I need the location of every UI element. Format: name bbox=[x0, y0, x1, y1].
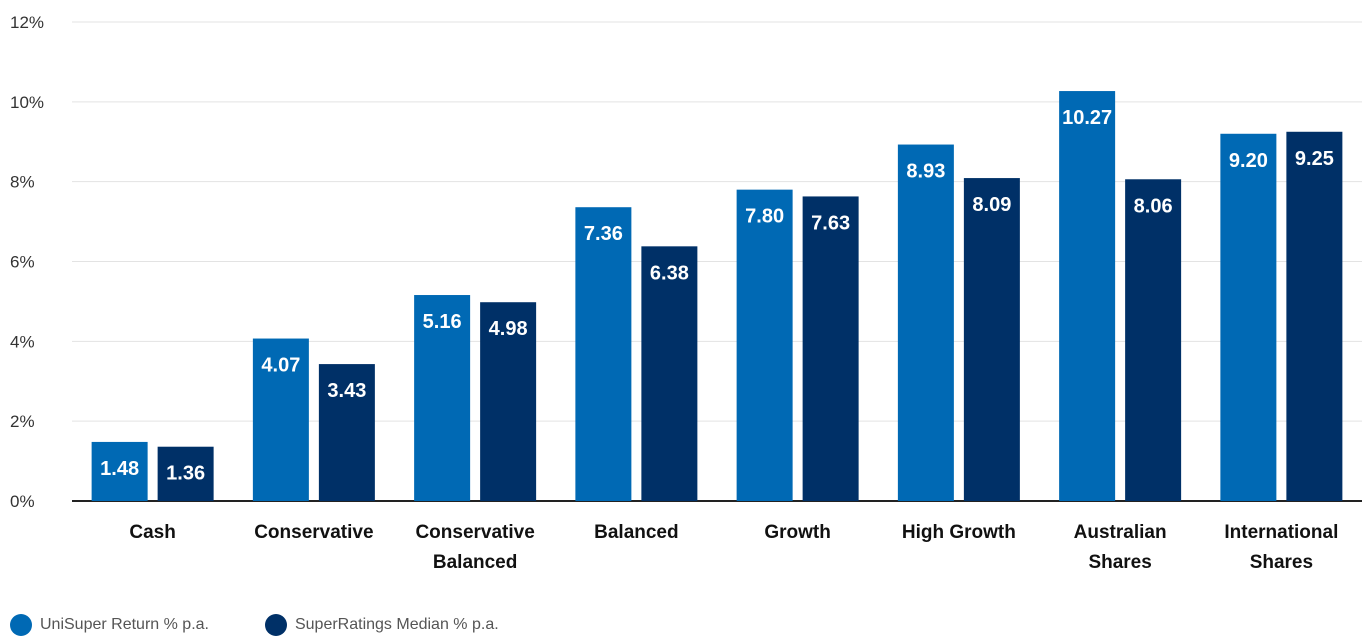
data-label: 7.36 bbox=[584, 223, 623, 245]
data-label: 9.25 bbox=[1295, 148, 1334, 170]
bar-superratings[interactable] bbox=[318, 364, 375, 501]
bar-superratings[interactable] bbox=[963, 178, 1020, 502]
bar-superratings[interactable] bbox=[641, 246, 698, 501]
legend-label-unisuper: UniSuper Return % p.a. bbox=[40, 616, 209, 633]
y-tick-label: 8% bbox=[10, 173, 35, 192]
data-label: 1.36 bbox=[166, 463, 205, 485]
category-label: High Growth bbox=[902, 522, 1016, 543]
bar-superratings[interactable] bbox=[157, 446, 214, 501]
y-tick-label: 6% bbox=[10, 253, 35, 272]
bar-superratings[interactable] bbox=[1286, 131, 1343, 502]
data-label: 9.20 bbox=[1229, 150, 1268, 172]
bar-unisuper[interactable] bbox=[1220, 133, 1277, 501]
y-tick-label: 10% bbox=[10, 93, 44, 112]
data-label: 3.43 bbox=[327, 380, 366, 402]
bar-unisuper[interactable] bbox=[252, 338, 309, 501]
bar-unisuper[interactable] bbox=[575, 207, 632, 502]
y-tick-label: 2% bbox=[10, 412, 35, 431]
category-label: Shares bbox=[1088, 552, 1151, 573]
bar-unisuper[interactable] bbox=[897, 144, 954, 501]
category-label: Conservative bbox=[415, 522, 534, 543]
data-label: 4.07 bbox=[261, 355, 300, 377]
bar-unisuper[interactable] bbox=[736, 189, 793, 501]
bars bbox=[91, 91, 1343, 502]
bar-superratings[interactable] bbox=[802, 196, 859, 501]
data-label: 10.27 bbox=[1062, 107, 1112, 129]
category-label: Balanced bbox=[433, 552, 517, 573]
data-labels: 1.48 1.36 4.07 3.43 5.16 4.98 7.36 6.38 7.80 7.63… bbox=[100, 107, 1334, 485]
category-label: Balanced bbox=[594, 522, 678, 543]
category-label: Shares bbox=[1250, 552, 1313, 573]
category-label: Cash bbox=[129, 522, 175, 543]
data-label: 8.09 bbox=[972, 194, 1011, 216]
bar-unisuper[interactable] bbox=[414, 295, 471, 501]
data-label: 1.48 bbox=[100, 458, 139, 480]
category-label: International bbox=[1224, 522, 1338, 543]
category-labels: Cash Conservative Conservative Balanced Bala… bbox=[129, 522, 1338, 573]
bar-chart: 0% 2% 4% 6% 8% 10% 12% 1.48 1.36 4.07 3.43 5.16 4.9… bbox=[10, 13, 1362, 573]
data-label: 6.38 bbox=[650, 262, 689, 284]
bar-unisuper[interactable] bbox=[1059, 91, 1116, 501]
y-tick-label: 12% bbox=[10, 13, 44, 32]
data-label: 4.98 bbox=[489, 318, 528, 340]
y-axis-ticks: 0% 2% 4% 6% 8% 10% 12% bbox=[10, 13, 44, 511]
data-label: 8.06 bbox=[1134, 195, 1173, 217]
legend-item-superratings[interactable]: SuperRatings Median % p.a. bbox=[264, 614, 499, 636]
legend-swatch-unisuper bbox=[10, 614, 32, 636]
y-tick-label: 0% bbox=[10, 492, 35, 511]
y-tick-label: 4% bbox=[10, 332, 35, 351]
data-label: 7.80 bbox=[745, 206, 784, 228]
legend-label-superratings: SuperRatings Median % p.a. bbox=[294, 616, 499, 633]
category-label: Conservative bbox=[254, 522, 373, 543]
data-label: 7.63 bbox=[811, 212, 850, 234]
data-label: 5.16 bbox=[423, 311, 462, 333]
category-label: Australian bbox=[1074, 522, 1167, 543]
bar-unisuper[interactable] bbox=[91, 441, 148, 501]
data-label: 8.93 bbox=[906, 161, 945, 183]
bar-superratings[interactable] bbox=[1125, 179, 1182, 501]
legend-swatch-superratings bbox=[264, 614, 287, 636]
bar-superratings[interactable] bbox=[480, 302, 537, 501]
legend-item-unisuper[interactable]: UniSuper Return % p.a. bbox=[10, 614, 209, 636]
category-label: Growth bbox=[764, 522, 831, 543]
legend: UniSuper Return % p.a. SuperRatings Medi… bbox=[10, 614, 555, 636]
